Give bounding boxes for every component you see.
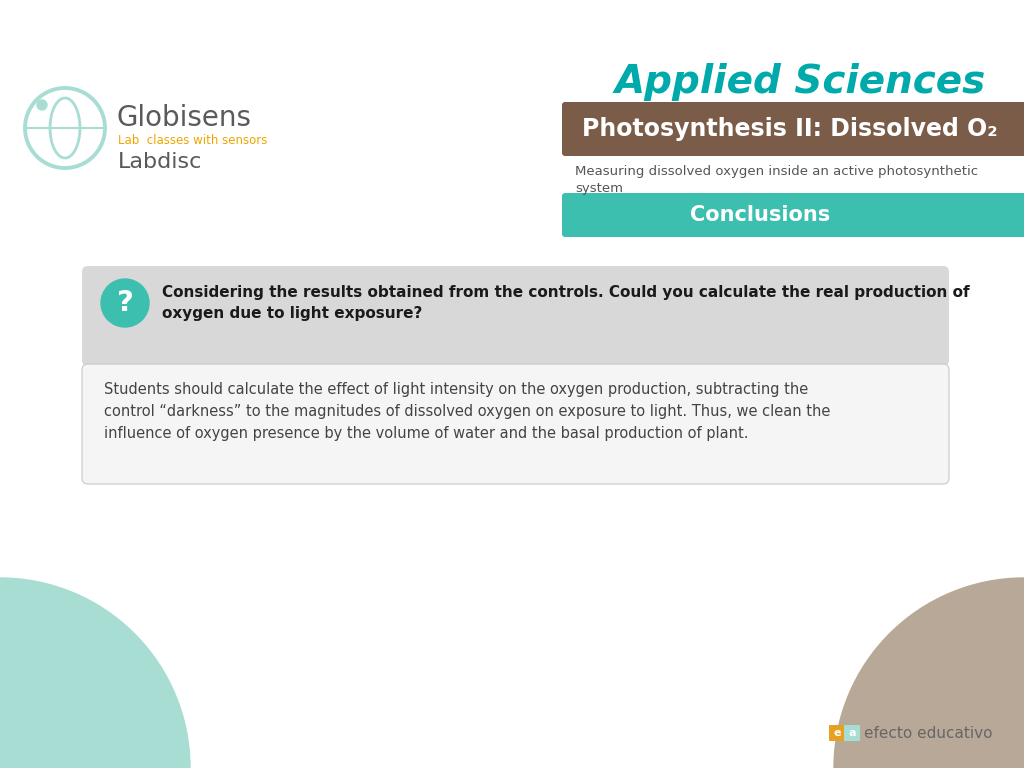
FancyBboxPatch shape — [82, 364, 949, 484]
Text: Measuring dissolved oxygen inside an active photosynthetic
system: Measuring dissolved oxygen inside an act… — [575, 165, 978, 195]
Text: Students should calculate the effect of light intensity on the oxygen production: Students should calculate the effect of … — [104, 382, 830, 442]
Text: Labdisc: Labdisc — [118, 152, 203, 172]
Text: Photosynthesis II: Dissolved O₂: Photosynthesis II: Dissolved O₂ — [583, 117, 997, 141]
Text: Conclusions: Conclusions — [690, 205, 830, 225]
Text: Considering the results obtained from the controls. Could you calculate the real: Considering the results obtained from th… — [162, 285, 970, 321]
Text: Applied Sciences: Applied Sciences — [614, 63, 986, 101]
Circle shape — [0, 578, 190, 768]
FancyBboxPatch shape — [844, 725, 860, 741]
FancyBboxPatch shape — [82, 266, 949, 366]
Text: Lab  classes with sensors: Lab classes with sensors — [118, 134, 267, 147]
Text: e: e — [834, 728, 841, 738]
Text: efecto educativo: efecto educativo — [864, 726, 992, 740]
Circle shape — [37, 100, 47, 110]
FancyBboxPatch shape — [562, 102, 1024, 156]
Circle shape — [101, 279, 150, 327]
Text: Globisens: Globisens — [116, 104, 251, 132]
Circle shape — [834, 578, 1024, 768]
FancyBboxPatch shape — [562, 193, 1024, 237]
FancyBboxPatch shape — [829, 725, 845, 741]
Text: a: a — [848, 728, 856, 738]
Text: ?: ? — [117, 289, 133, 317]
